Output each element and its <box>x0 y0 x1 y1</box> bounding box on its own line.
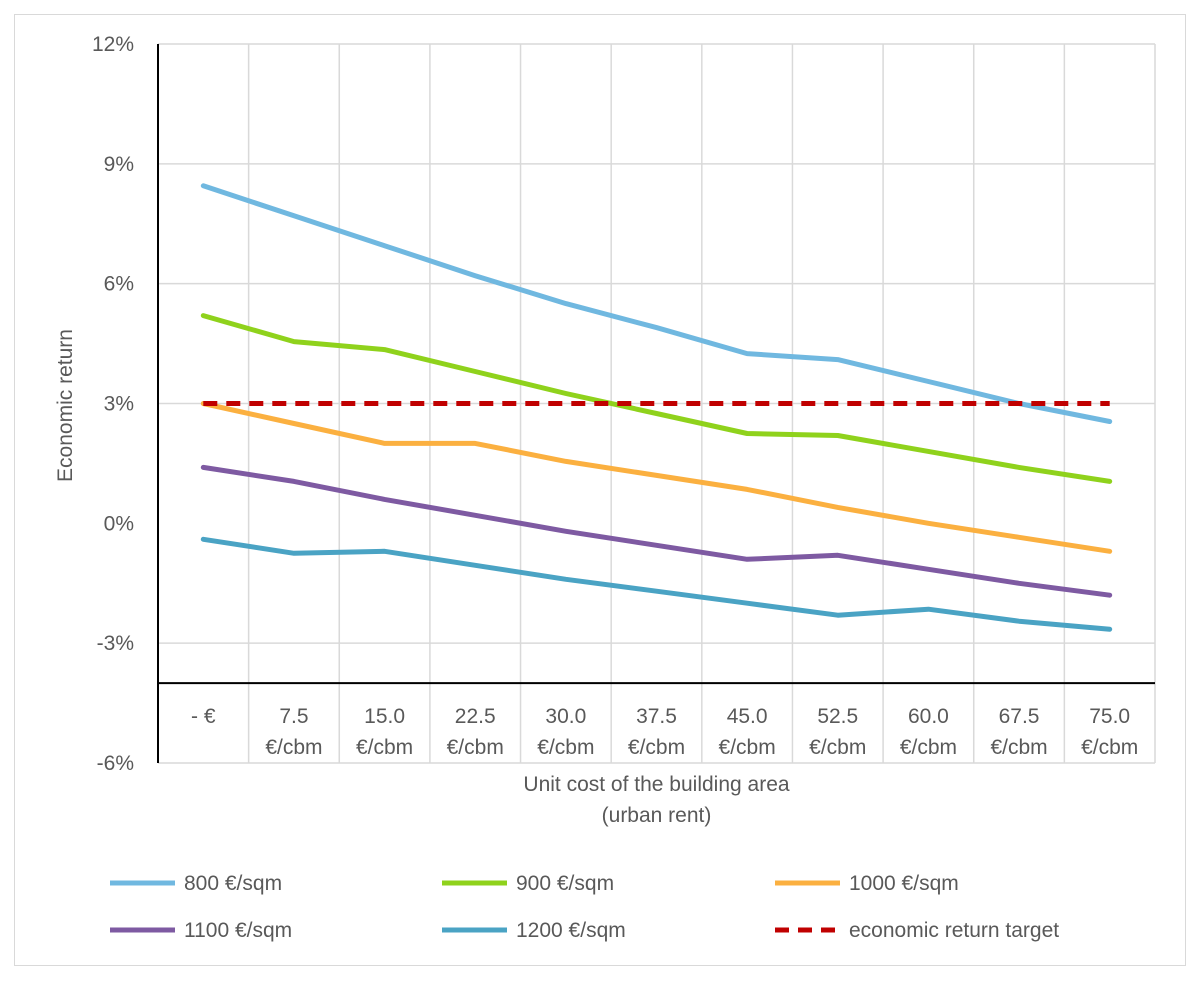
x-axis-subtitle: (urban rent) <box>602 804 712 827</box>
y-tick-label: -3% <box>97 632 134 655</box>
y-tick-label: 0% <box>104 512 134 535</box>
x-axis-title: Unit cost of the building area <box>523 773 789 796</box>
x-tick-label: - € <box>191 705 216 728</box>
legend-label-5: economic return target <box>849 919 1059 942</box>
x-tick-label: 52.5 <box>817 705 858 728</box>
legend-label-2: 1000 €/sqm <box>849 872 959 895</box>
x-tick-label-unit: €/cbm <box>537 736 594 759</box>
legend-label-1: 900 €/sqm <box>516 872 614 895</box>
legend-label-0: 800 €/sqm <box>184 872 282 895</box>
y-tick-label: -6% <box>97 752 134 775</box>
series-line-2 <box>200 401 1113 554</box>
x-tick-label-unit: €/cbm <box>809 736 866 759</box>
x-tick-label: 30.0 <box>545 705 586 728</box>
x-tick-label-unit: €/cbm <box>719 736 776 759</box>
y-tick-label: 9% <box>104 153 134 176</box>
x-tick-label: 37.5 <box>636 705 677 728</box>
x-tick-label-unit: €/cbm <box>1081 736 1138 759</box>
chart-frame <box>14 14 1186 966</box>
y-tick-label: 3% <box>104 393 134 416</box>
legend-label-3: 1100 €/sqm <box>184 919 292 942</box>
x-tick-label: 22.5 <box>455 705 496 728</box>
x-tick-label: 75.0 <box>1089 705 1130 728</box>
x-tick-label-unit: €/cbm <box>356 736 413 759</box>
x-tick-label: 15.0 <box>364 705 405 728</box>
x-tick-label-unit: €/cbm <box>628 736 685 759</box>
legend-label-4: 1200 €/sqm <box>516 919 626 942</box>
x-tick-label-unit: €/cbm <box>990 736 1047 759</box>
series-line-0 <box>200 183 1113 424</box>
x-tick-label: 60.0 <box>908 705 949 728</box>
x-tick-label-unit: €/cbm <box>265 736 322 759</box>
y-tick-label: 12% <box>92 33 134 56</box>
x-tick-label: 7.5 <box>279 705 308 728</box>
x-tick-label: 45.0 <box>727 705 768 728</box>
y-axis-title: Economic return <box>54 329 77 482</box>
x-tick-label-unit: €/cbm <box>900 736 957 759</box>
x-tick-label-unit: €/cbm <box>447 736 504 759</box>
y-tick-label: 6% <box>104 273 134 296</box>
x-tick-label: 67.5 <box>999 705 1040 728</box>
series-line-4 <box>200 536 1113 632</box>
series-line-1 <box>200 313 1113 484</box>
series-line-3 <box>200 464 1113 598</box>
